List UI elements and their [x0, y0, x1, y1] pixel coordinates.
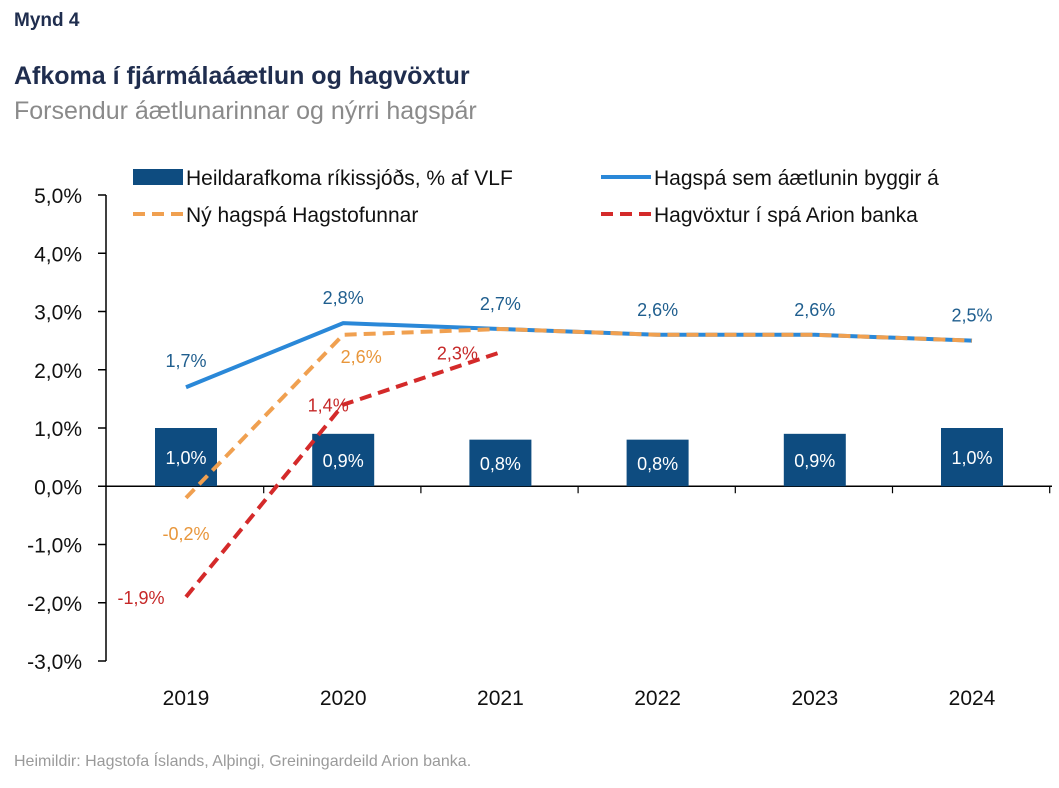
series-line — [184, 326, 973, 500]
line-data-label: 1,4% — [308, 396, 349, 416]
line-data-label: -1,9% — [117, 588, 164, 608]
chart: 5,0% 4,0% 3,0% 2,0% 1,0% 0,0% -1,0% -2,0% -3,0% 2… — [27, 167, 1052, 710]
legend-swatch — [133, 169, 183, 185]
y-tick-label: -1,0% — [27, 535, 82, 558]
y-tick-label: 2,0% — [34, 360, 82, 383]
x-tick-label: 2020 — [320, 687, 367, 710]
bar — [626, 439, 689, 487]
chart-title: Afkoma í fjármálaáætlun og hagvöxtur — [14, 62, 470, 90]
line-data-label: 1,7% — [165, 351, 206, 371]
bar-data-label: 1,0% — [165, 448, 206, 468]
bar-data-label: 1,0% — [951, 448, 992, 468]
y-tick-label: 1,0% — [34, 418, 82, 441]
line-data-label: -0,2% — [162, 524, 209, 544]
bar — [469, 439, 532, 487]
y-tick-label: 5,0% — [34, 185, 82, 208]
legend-label: Hagvöxtur í spá Arion banka — [654, 204, 918, 227]
bar-data-label: 0,9% — [794, 451, 835, 471]
x-tick-label: 2021 — [477, 687, 524, 710]
x-tick-label: 2022 — [634, 687, 681, 710]
y-tick-label: -2,0% — [27, 593, 82, 616]
figure-label: Mynd 4 — [14, 10, 80, 31]
line-data-label: 2,6% — [637, 300, 678, 320]
y-tick-label: 3,0% — [34, 302, 82, 325]
bar — [783, 433, 846, 487]
line-data-label: 2,5% — [951, 306, 992, 326]
bar-data-label: 0,8% — [637, 454, 678, 474]
bar — [312, 433, 375, 487]
legend-label: Heildarafkoma ríkissjóðs, % af VLF — [186, 167, 513, 190]
y-tick-label: 4,0% — [34, 243, 82, 266]
legend-label: Hagspá sem áætlunin byggir á — [654, 167, 939, 190]
legend-label: Ný hagspá Hagstofunnar — [186, 204, 418, 227]
line-data-label: 2,8% — [323, 288, 364, 308]
x-tick-label: 2023 — [791, 687, 838, 710]
source-note: Heimildir: Hagstofa Íslands, Alþingi, Gr… — [14, 753, 472, 770]
y-tick-label: -3,0% — [27, 651, 82, 674]
x-tick-label: 2024 — [949, 687, 996, 710]
chart-subtitle: Forsendur áætlunarinnar og nýrri hagspár — [14, 97, 477, 125]
line-data-label: 2,7% — [480, 294, 521, 314]
bar-data-label: 0,8% — [480, 454, 521, 474]
series-line — [184, 350, 502, 599]
line-data-label: 2,6% — [341, 347, 382, 367]
bar — [941, 428, 1003, 487]
bar-data-label: 0,9% — [323, 451, 364, 471]
y-tick-label: 0,0% — [34, 476, 82, 499]
line-data-label: 2,6% — [794, 300, 835, 320]
line-data-label: 2,3% — [437, 343, 478, 363]
x-tick-label: 2019 — [163, 687, 210, 710]
